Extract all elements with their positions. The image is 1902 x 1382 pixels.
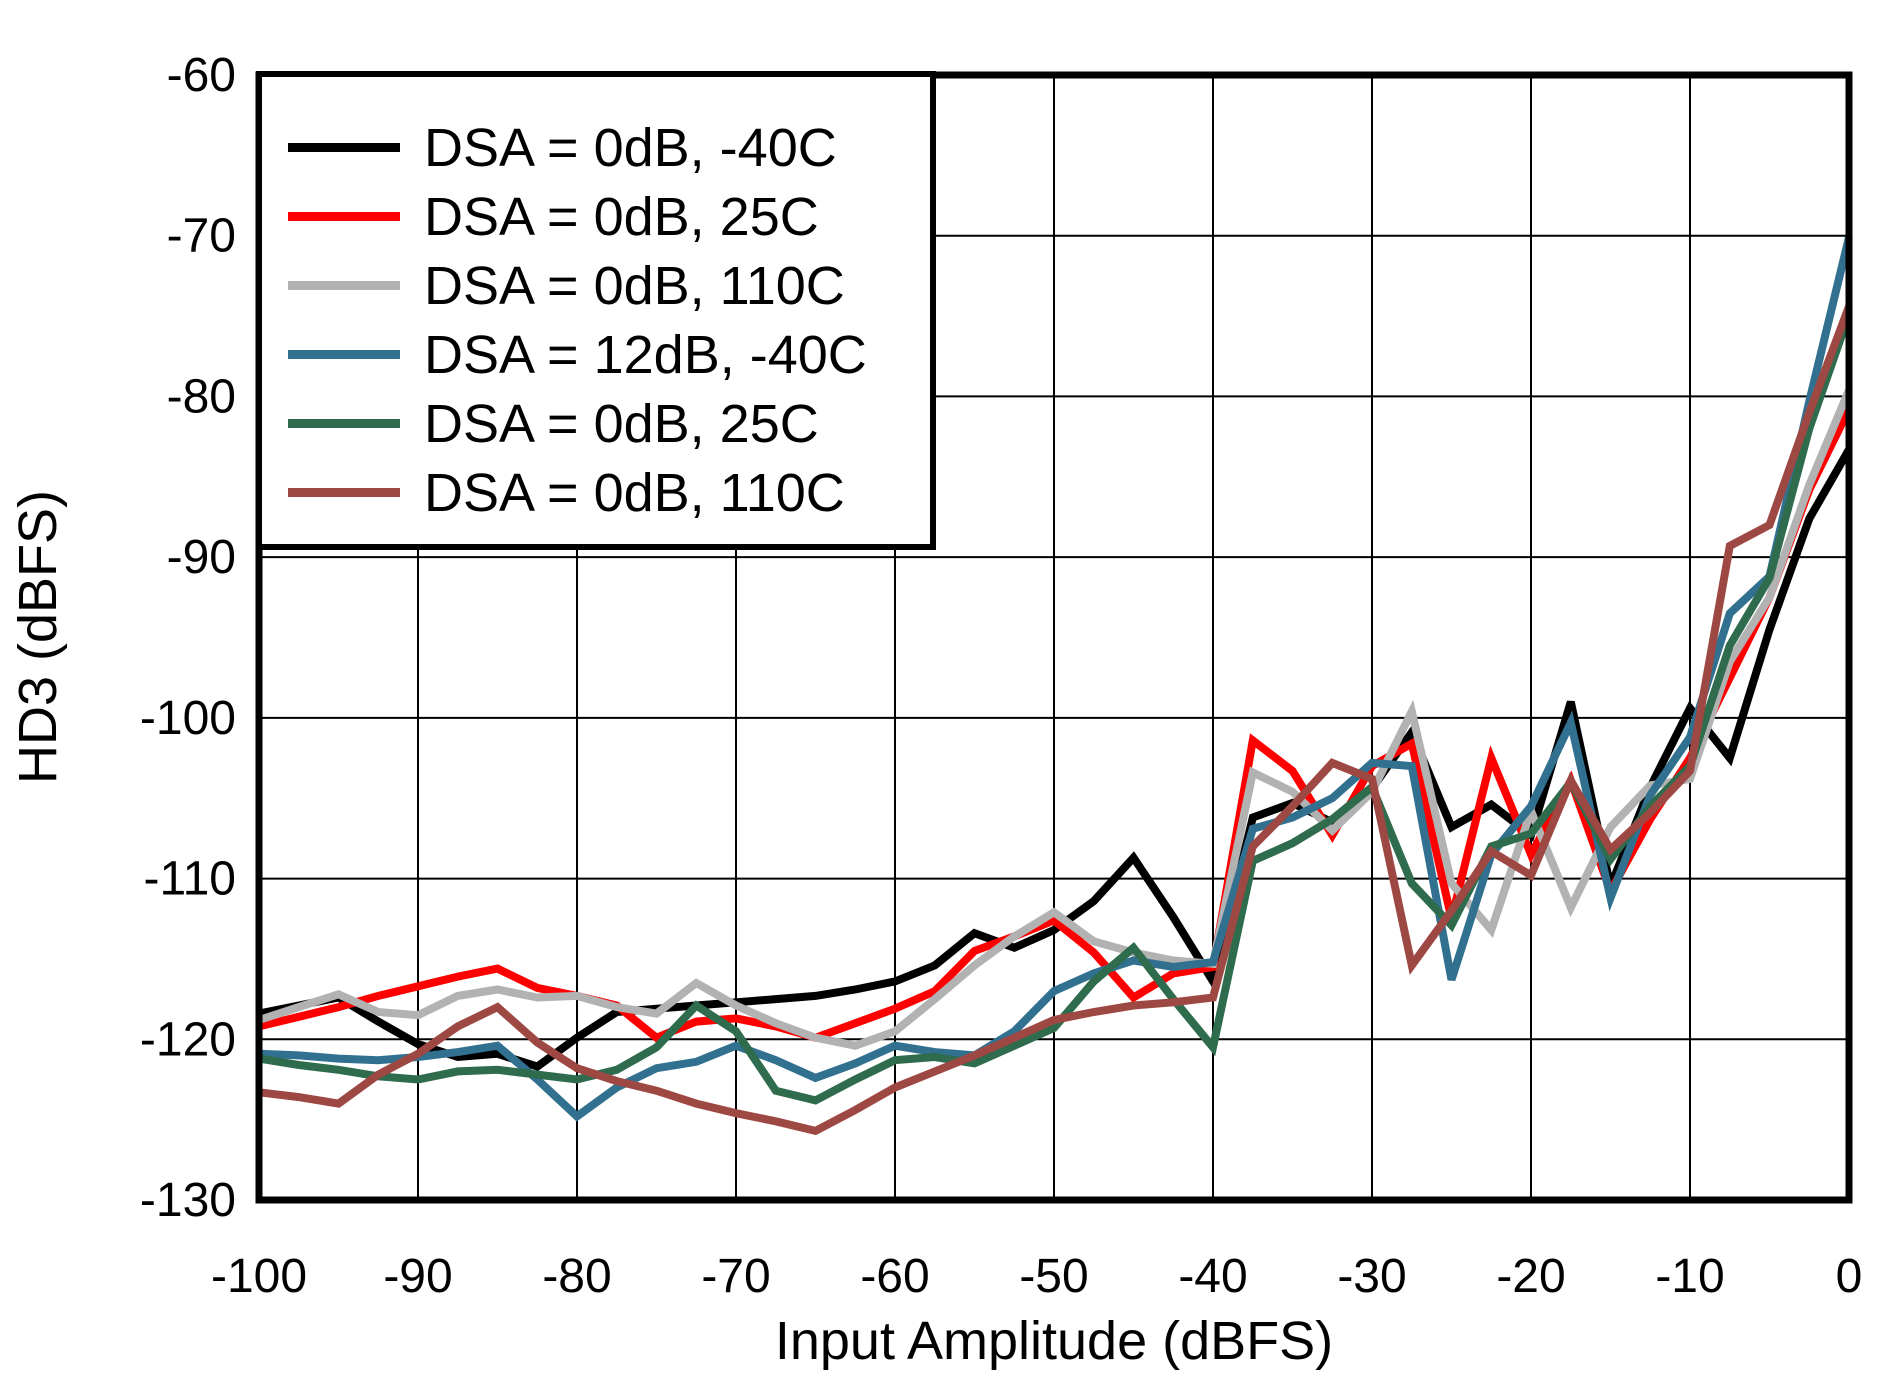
y-tick-label: -60 [167, 49, 236, 102]
x-tick-label: -90 [383, 1250, 452, 1303]
x-tick-label: -10 [1655, 1250, 1724, 1303]
y-tick-label: -70 [167, 210, 236, 263]
y-axis-title: HD3 (dBFS) [8, 489, 68, 785]
chart-legend: DSA = 0dB, -40C DSA = 0dB, 25C DSA = 0dB, … [256, 71, 936, 550]
x-tick-label: -100 [211, 1250, 307, 1303]
legend-line-swatch [288, 281, 400, 290]
legend-item-label: DSA = 0dB, -40C [424, 117, 837, 178]
legend-item: DSA = 0dB, 25C [288, 389, 930, 458]
x-tick-label: -70 [701, 1250, 770, 1303]
y-tick-label: -90 [167, 531, 236, 584]
legend-line-swatch [288, 212, 400, 221]
x-axis-title: Input Amplitude (dBFS) [774, 1311, 1334, 1371]
x-tick-label: -60 [860, 1250, 929, 1303]
legend-item: DSA = 0dB, 110C [288, 251, 930, 320]
x-tick-label: -80 [542, 1250, 611, 1303]
x-tick-label: -40 [1178, 1250, 1247, 1303]
legend-item: DSA = 0dB, 25C [288, 182, 930, 251]
x-tick-label: -50 [1019, 1250, 1088, 1303]
legend-line-swatch [288, 419, 400, 428]
legend-line-swatch [288, 488, 400, 497]
y-tick-label: -100 [140, 692, 236, 745]
y-tick-label: -120 [140, 1013, 236, 1066]
legend-item-label: DSA = 0dB, 25C [424, 393, 819, 454]
legend-item-label: DSA = 0dB, 110C [424, 255, 845, 316]
y-tick-label: -80 [167, 370, 236, 423]
legend-item-label: DSA = 12dB, -40C [424, 324, 867, 385]
series-line [258, 304, 1853, 1136]
x-tick-label: -30 [1337, 1250, 1406, 1303]
legend-item-label: DSA = 0dB, 25C [424, 186, 819, 247]
legend-item-label: DSA = 0dB, 110C [424, 462, 845, 523]
legend-line-swatch [288, 350, 400, 359]
y-tick-label: -110 [143, 853, 236, 906]
legend-item: DSA = 0dB, 110C [288, 458, 930, 527]
plot-frame [255, 71, 1853, 1204]
y-tick-label: -130 [140, 1174, 236, 1227]
x-tick-label: -20 [1496, 1250, 1565, 1303]
series-line [258, 236, 1853, 1122]
legend-line-swatch [288, 143, 400, 152]
legend-item: DSA = 12dB, -40C [288, 320, 930, 389]
series-line [258, 407, 1853, 1043]
x-tick-label: 0 [1836, 1250, 1863, 1303]
legend-item: DSA = 0dB, -40C [288, 113, 930, 182]
series-line [257, 388, 1853, 1050]
